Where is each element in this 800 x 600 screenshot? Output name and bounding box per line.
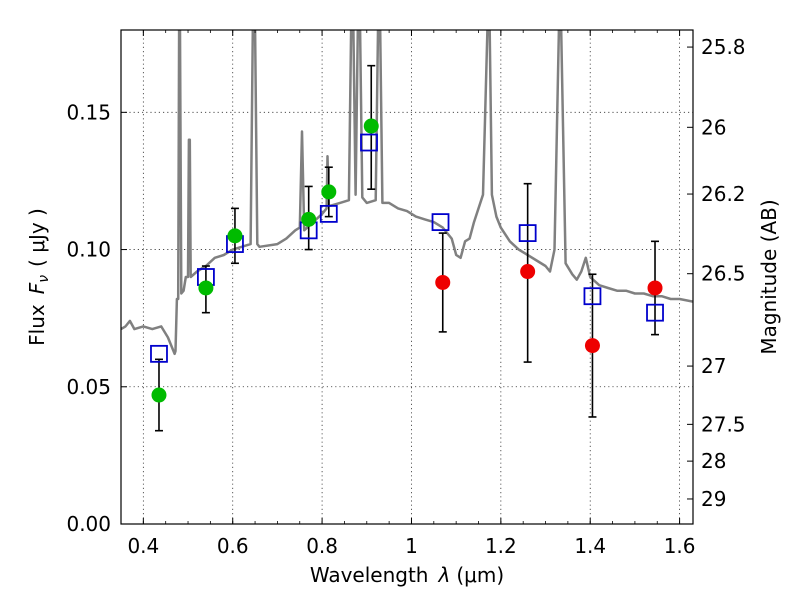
y2-tick-label: 27 [701, 354, 726, 378]
model-photometry-marker [646, 303, 664, 322]
y2-tick-label: 29 [701, 487, 726, 511]
x-tick-label: 1.6 [664, 534, 696, 558]
x-tick-label: 0.6 [217, 534, 249, 558]
y-axis-symbol: F [25, 282, 49, 294]
green-data-point [198, 280, 214, 296]
grid [121, 30, 693, 525]
y-axis-label-text: Flux [25, 304, 49, 346]
x-tick-label: 1.4 [574, 534, 606, 558]
y-tick-label: 0.10 [66, 238, 111, 262]
y2-tick-label: 25.8 [701, 35, 746, 59]
error-bars [154, 64, 660, 432]
y2-tick-label: 26.2 [701, 182, 746, 206]
x-axis-label-text: Wavelength [310, 563, 429, 587]
y-axis-subscript: ν [36, 275, 52, 283]
markers [150, 118, 664, 403]
red-data-point [520, 264, 536, 280]
y2-tick-label: 28 [701, 449, 726, 473]
y-axis-unit: ( μJy ) [25, 208, 49, 267]
sed-model-line [121, 30, 693, 356]
y2-axis-label: Magnitude (AB) [757, 199, 781, 354]
plot-frame [120, 29, 694, 525]
red-data-point [435, 274, 451, 290]
x-tick-label: 1 [405, 534, 418, 558]
y2-tick-label: 26.5 [701, 262, 746, 286]
x-axis-label: Wavelength λ (μm) [310, 563, 504, 587]
model-photometry-marker [319, 204, 338, 223]
x-tick-label: 1.2 [485, 534, 517, 558]
red-data-point [584, 338, 600, 354]
y2-tick-label: 27.5 [701, 412, 746, 436]
model-photometry-marker [583, 287, 602, 306]
y-axis-label: Flux Fν ( μJy ) [25, 208, 52, 346]
green-data-point [227, 228, 243, 244]
model-photometry-marker [518, 224, 537, 242]
x-axis-symbol: λ [438, 563, 451, 587]
model-photometry-marker [150, 344, 168, 363]
x-tick-label: 0.4 [127, 534, 159, 558]
green-data-point [321, 184, 337, 200]
green-data-point [363, 118, 379, 134]
red-data-point [647, 280, 663, 296]
ticks: 0.4 0.6 0.8 1 1.2 1.4 1.6 0.00 0.05 0.10 0.15 25.8 2… [66, 30, 746, 558]
y2-tick-label: 26 [701, 115, 726, 139]
y-tick-label: 0.15 [66, 100, 111, 124]
green-data-point [151, 387, 167, 403]
y-tick-label: 0.05 [66, 375, 111, 399]
model-photometry-marker [360, 133, 378, 152]
data-layer [121, 30, 693, 356]
x-axis-unit: (μm) [456, 563, 504, 587]
y-tick-label: 0.00 [66, 512, 111, 536]
model-photometry-marker [431, 213, 450, 232]
green-data-point [301, 211, 317, 227]
x-tick-label: 0.8 [306, 534, 338, 558]
